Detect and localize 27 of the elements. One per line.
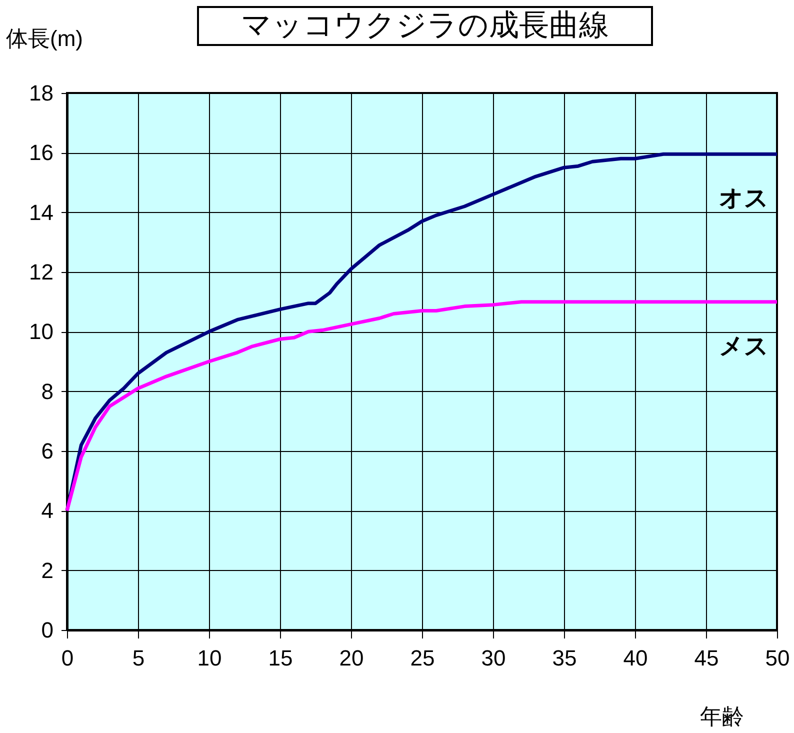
x-tick-label: 15 xyxy=(268,646,293,670)
series-label: メス xyxy=(719,332,769,360)
x-tick-label: 40 xyxy=(623,646,648,670)
y-tick-label: 2 xyxy=(41,558,54,583)
x-tick-label: 45 xyxy=(694,646,719,670)
y-tick-label: 14 xyxy=(29,200,54,225)
y-tick-label: 0 xyxy=(41,618,54,642)
x-tick-label: 50 xyxy=(765,646,790,670)
y-tick-label: 8 xyxy=(41,378,54,404)
y-axis-title: 体長(m) xyxy=(6,25,83,53)
x-tick-label: 35 xyxy=(552,646,577,670)
x-tick-label: 0 xyxy=(61,646,74,670)
x-tick-label: 25 xyxy=(410,646,435,670)
y-tick-label: 6 xyxy=(41,438,54,464)
x-tick-label: 20 xyxy=(339,646,364,670)
y-tick-label: 4 xyxy=(41,498,54,524)
y-tick-label: 12 xyxy=(29,260,54,284)
y-tick-label: 10 xyxy=(29,319,54,344)
line-series xyxy=(65,300,779,512)
y-tick-label: 18 xyxy=(29,80,54,106)
chart-title: マッコウクジラの成長曲線 xyxy=(197,6,653,46)
x-tick-label: 10 xyxy=(197,646,222,670)
x-tick-label: 5 xyxy=(132,646,145,670)
x-tick-label: 30 xyxy=(481,646,506,670)
series-label: オス xyxy=(719,185,769,212)
y-tick-label: 16 xyxy=(29,140,54,166)
x-axis-title: 年齢 xyxy=(700,703,744,731)
